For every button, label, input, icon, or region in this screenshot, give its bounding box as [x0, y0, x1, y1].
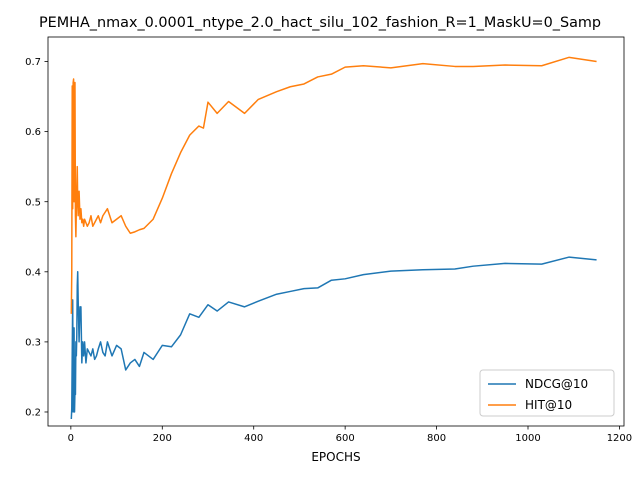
y-tick-label: 0.6	[25, 127, 41, 138]
series-line-0	[70, 256, 597, 420]
x-tick-label: 1000	[515, 433, 540, 444]
series-layer	[70, 56, 597, 420]
x-tick-label: 800	[427, 433, 446, 444]
x-tick-label: 0	[68, 433, 74, 444]
x-tick-label: 1200	[607, 433, 632, 444]
legend-label-1: HIT@10	[525, 398, 572, 412]
x-tick-label: 600	[336, 433, 355, 444]
y-tick-label: 0.5	[25, 197, 41, 208]
y-tick-label: 0.7	[25, 57, 41, 68]
x-axis-ticks: 0 200 400 600 800 1000 1200	[68, 426, 632, 444]
x-tick-label: 400	[244, 433, 263, 444]
x-tick-label: 200	[153, 433, 172, 444]
chart-title: PEMHA_nmax_0.0001_ntype_2.0_hact_silu_10…	[38, 15, 602, 31]
y-axis-ticks: 0.2 0.3 0.4 0.5 0.6 0.7	[25, 57, 48, 419]
y-tick-label: 0.2	[25, 408, 41, 419]
y-tick-label: 0.4	[25, 267, 41, 278]
axes-frame	[47, 36, 625, 427]
y-tick-label: 0.3	[25, 337, 41, 348]
legend: NDCG@10 HIT@10	[479, 369, 615, 417]
series-line-1	[70, 56, 597, 314]
legend-label-0: NDCG@10	[525, 377, 588, 391]
x-axis-label: EPOCHS	[311, 450, 360, 464]
